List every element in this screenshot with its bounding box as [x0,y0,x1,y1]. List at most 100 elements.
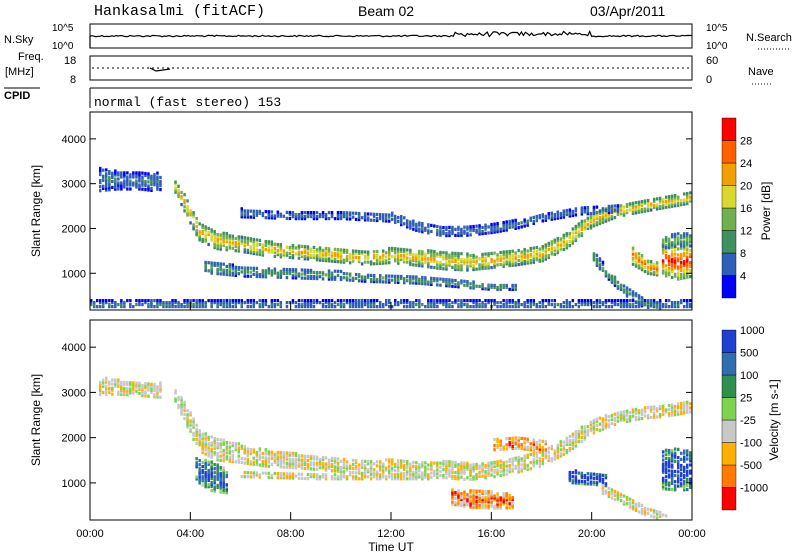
data-cell [583,208,587,212]
data-cell [673,453,677,457]
data-cell [664,481,668,485]
data-cell [336,463,340,467]
data-cell [120,183,123,187]
data-cell [469,495,472,499]
colorbar-swatch [721,352,737,376]
data-cell [225,246,228,250]
data-cell [475,267,478,271]
data-cell [222,488,225,492]
data-cell [186,207,189,211]
data-cell [673,303,677,307]
data-cell [318,252,322,256]
data-cell [421,282,424,286]
data-cell [129,303,132,307]
data-cell [664,195,668,199]
data-cell [288,272,292,276]
data-cell [661,404,665,408]
data-cell [195,431,198,435]
data-cell [595,305,599,309]
data-cell [604,484,608,488]
data-cell [249,460,252,464]
data-cell [306,463,310,467]
data-cell [279,476,283,480]
data-cell [481,256,484,260]
data-cell [686,261,689,265]
data-cell [680,262,683,266]
data-cell [568,212,572,216]
data-cell [550,303,553,307]
data-cell [490,473,493,477]
data-cell [237,448,240,452]
data-cell [535,455,538,459]
data-cell [216,454,219,458]
data-cell [117,382,120,386]
data-cell [496,224,499,228]
data-cell [306,299,310,303]
data-cell [637,256,641,260]
data-cell [658,198,662,202]
data-cell [610,413,614,417]
data-cell [415,279,418,283]
data-cell [156,299,159,303]
data-cell [463,504,466,508]
data-cell [661,466,665,470]
data-cell [372,214,376,218]
data-cell [673,266,677,270]
data-cell [568,210,572,214]
data-cell [186,425,189,429]
data-cell [279,453,283,457]
data-cell [294,252,298,256]
data-cell [225,301,228,305]
data-cell [174,190,177,194]
data-cell [159,385,162,389]
data-cell [237,460,240,464]
data-cell [550,244,553,248]
data-cell [520,463,523,467]
data-cell [686,242,689,246]
data-cell [628,501,632,505]
data-cell [369,477,373,481]
data-cell [472,299,475,303]
data-cell [586,224,590,228]
data-cell [643,509,647,513]
data-cell [345,217,349,221]
data-cell [195,477,198,481]
data-cell [228,234,231,238]
data-cell [198,301,201,305]
data-cell [670,451,674,455]
data-cell [255,252,259,256]
data-cell [159,181,162,186]
data-cell [689,262,692,267]
data-cell [442,301,445,305]
data-cell [375,258,379,262]
data-cell [595,253,599,257]
data-cell [300,215,304,219]
data-cell [213,489,216,493]
data-cell [312,463,316,467]
data-cell [457,268,460,272]
data-cell [249,471,252,475]
data-cell [511,225,514,229]
data-cell [595,475,599,479]
data-cell [580,225,584,229]
data-cell [357,469,361,473]
data-cell [363,275,367,279]
data-cell [586,206,590,210]
data-cell [667,414,671,418]
data-cell [493,468,496,473]
data-cell [625,290,629,294]
data-cell [189,213,192,217]
data-cell [342,464,346,468]
data-cell [406,252,409,256]
data-cell [559,440,563,444]
data-cell [418,469,421,473]
data-cell [451,476,454,480]
data-cell [333,461,337,465]
data-cell [409,462,412,466]
data-cell [255,242,259,246]
data-cell [686,255,689,259]
data-cell [670,202,674,206]
data-cell [354,475,358,479]
data-cell [333,473,337,477]
data-cell [403,465,406,470]
